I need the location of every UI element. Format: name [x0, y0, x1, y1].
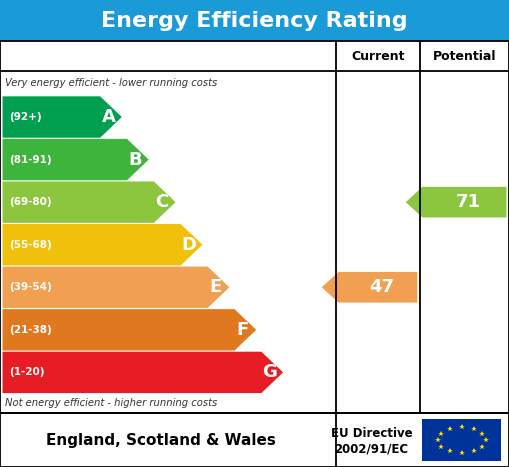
- Polygon shape: [406, 187, 506, 218]
- Text: EU Directive: EU Directive: [331, 427, 412, 440]
- Text: (39-54): (39-54): [9, 282, 51, 292]
- Text: (69-80): (69-80): [9, 197, 51, 207]
- Text: (1-20): (1-20): [9, 368, 44, 377]
- Text: F: F: [237, 321, 249, 339]
- Text: Not energy efficient - higher running costs: Not energy efficient - higher running co…: [5, 397, 217, 408]
- Text: D: D: [182, 236, 196, 254]
- Text: G: G: [262, 363, 277, 382]
- Polygon shape: [3, 139, 149, 180]
- Text: (92+): (92+): [9, 112, 41, 122]
- Text: Potential: Potential: [433, 50, 496, 63]
- Text: A: A: [101, 108, 116, 126]
- Polygon shape: [3, 352, 283, 393]
- Text: C: C: [156, 193, 169, 211]
- Text: England, Scotland & Wales: England, Scotland & Wales: [46, 432, 276, 448]
- Polygon shape: [3, 309, 256, 351]
- Bar: [0, 0, 509, 41]
- Text: 2002/91/EC: 2002/91/EC: [334, 442, 409, 455]
- Text: (81-91): (81-91): [9, 155, 51, 164]
- Text: (21-38): (21-38): [9, 325, 51, 335]
- Text: 47: 47: [369, 278, 394, 296]
- Text: 71: 71: [456, 193, 480, 211]
- Polygon shape: [3, 224, 203, 265]
- Text: E: E: [210, 278, 222, 296]
- Text: Very energy efficient - lower running costs: Very energy efficient - lower running co…: [5, 78, 217, 88]
- Polygon shape: [3, 96, 122, 138]
- Text: B: B: [128, 150, 142, 169]
- Text: Energy Efficiency Rating: Energy Efficiency Rating: [101, 11, 408, 30]
- Polygon shape: [3, 267, 230, 308]
- Polygon shape: [3, 182, 176, 223]
- Text: (55-68): (55-68): [9, 240, 51, 250]
- Polygon shape: [322, 272, 417, 303]
- Text: Current: Current: [351, 50, 405, 63]
- Bar: [422, 419, 501, 461]
